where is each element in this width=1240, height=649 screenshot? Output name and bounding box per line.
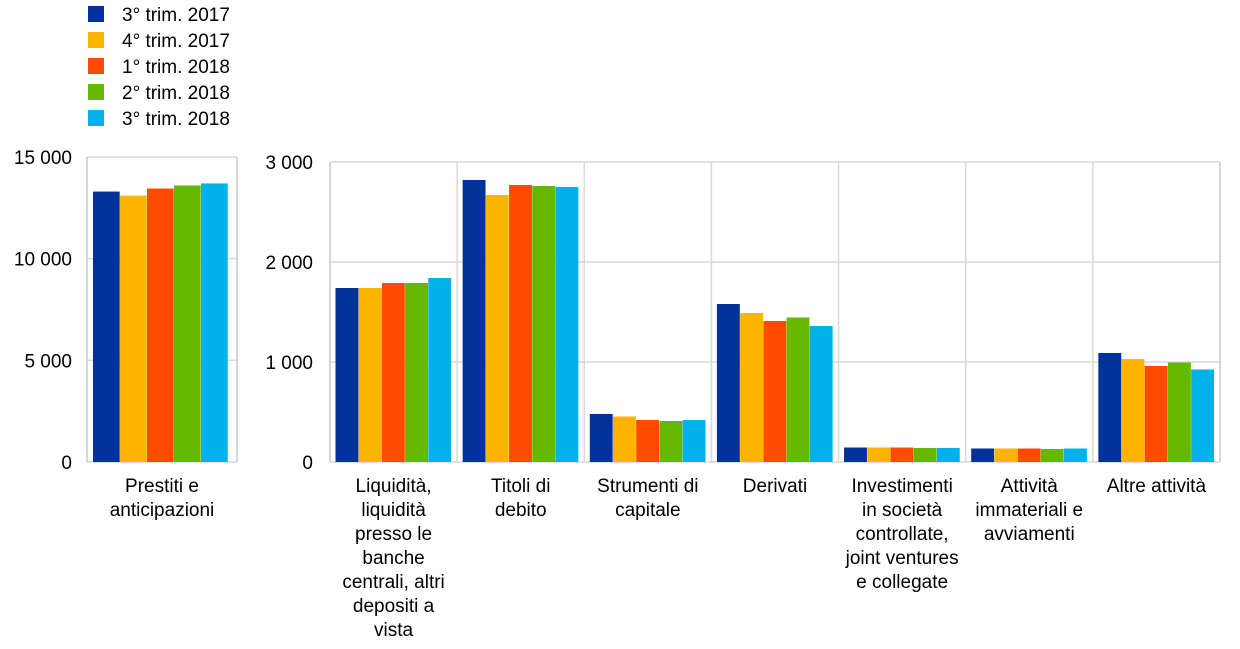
category-label-line: debito: [495, 500, 547, 521]
category-label: Attività immateriali e avviamenti: [975, 476, 1083, 545]
category-label-line: joint ventures: [845, 548, 959, 569]
bar: [462, 180, 486, 462]
bar: [1098, 353, 1122, 462]
y-tick-label: 15 000: [14, 148, 72, 169]
y-tick-label: 0: [61, 453, 72, 474]
y-tick-label: 10 000: [14, 250, 72, 271]
legend-item: 3° trim. 2018: [88, 109, 230, 130]
category-label-line: e collegate: [856, 572, 948, 593]
bar: [659, 421, 683, 462]
legend-label: 1° trim. 2018: [122, 57, 230, 78]
category-label-line: liquidità: [361, 500, 426, 521]
bar: [786, 317, 810, 462]
category-label-line: depositi a: [353, 596, 435, 617]
bar: [147, 188, 174, 462]
category-label-line: Liquidità,: [356, 476, 432, 497]
category-label-line: avviamenti: [984, 524, 1075, 545]
legend-item: 1° trim. 2018: [88, 57, 230, 78]
category-label-line: controllate,: [856, 524, 949, 545]
legend-label: 4° trim. 2017: [122, 31, 230, 52]
category-label-line: banche: [362, 548, 424, 569]
bar: [763, 321, 787, 462]
bar: [405, 283, 428, 462]
bar: [1017, 448, 1041, 462]
bar: [509, 185, 532, 462]
bar: [809, 326, 833, 462]
bar: [335, 288, 359, 462]
legend-swatch: [88, 84, 104, 100]
bar: [913, 448, 937, 462]
legend-item: 4° trim. 2017: [88, 31, 230, 52]
bar: [532, 186, 556, 462]
bar: [1167, 362, 1191, 462]
category-label-line: Derivati: [743, 476, 807, 497]
bar: [428, 278, 452, 462]
category-label-line: Titoli di: [491, 476, 550, 497]
category-label-line: centrali, altri: [342, 572, 444, 593]
y-tick-label: 2 000: [265, 253, 313, 274]
category-label-line: Attività: [1001, 476, 1058, 497]
bar: [1121, 359, 1145, 462]
bar: [589, 414, 613, 462]
y-tick-label: 5 000: [24, 351, 72, 372]
category-label: Strumenti di capitale: [597, 476, 698, 521]
bar: [867, 447, 891, 462]
bar: [120, 195, 147, 462]
bar: [994, 448, 1018, 462]
category-label-line: capitale: [615, 500, 681, 521]
bar: [716, 304, 740, 462]
legend: 3° trim. 2017 4° trim. 2017 1° trim. 2018 2…: [88, 5, 230, 130]
category-label-line: Altre attività: [1107, 476, 1207, 497]
legend-label: 3° trim. 2017: [122, 5, 230, 26]
bar: [485, 195, 509, 462]
bar: [682, 420, 706, 462]
bar: [1040, 449, 1064, 462]
bar: [636, 420, 660, 462]
bar: [201, 183, 228, 462]
y-tick-label: 1 000: [265, 353, 313, 374]
bar: [890, 447, 914, 462]
y-tick-label: 0: [302, 453, 313, 474]
bar: [1144, 366, 1168, 462]
bar: [844, 447, 867, 462]
category-label-line: immateriali e: [975, 500, 1083, 521]
category-label-line: Prestiti e: [125, 476, 199, 497]
category-label-line: presso le: [355, 524, 432, 545]
category-label-line: in società: [862, 500, 943, 521]
legend-swatch: [88, 6, 104, 22]
chart-panel-right: 0 1 000 2 000 3 000 Liquidità, liquidità press…: [265, 153, 1221, 641]
legend-label: 3° trim. 2018: [122, 109, 230, 130]
bar: [1064, 448, 1087, 462]
category-label: Investimenti in società controllate, joint …: [845, 476, 959, 593]
category-label: Titoli di debito: [491, 476, 550, 521]
bar: [174, 185, 201, 462]
category-label: Liquidità, liquidità presso le banche centra…: [342, 476, 444, 641]
y-tick-label: 3 000: [265, 153, 313, 174]
legend-item: 2° trim. 2018: [88, 83, 230, 104]
bar: [1191, 369, 1215, 462]
bar: [936, 448, 960, 462]
category-label-line: Strumenti di: [597, 476, 698, 497]
category-label: Derivati: [743, 476, 807, 497]
chart-panel-left: 0 5 000 10 000 15 000 Prestiti e anticipazion…: [14, 148, 238, 521]
category-label-line: Investimenti: [851, 476, 952, 497]
bar: [93, 191, 120, 463]
bar: [971, 448, 995, 462]
category-label-line: anticipazioni: [110, 500, 215, 521]
legend-swatch: [88, 110, 104, 126]
legend-label: 2° trim. 2018: [122, 83, 230, 104]
bar: [612, 416, 636, 462]
bar: [381, 283, 405, 462]
category-label-line: vista: [374, 620, 414, 641]
category-label: Prestiti e anticipazioni: [110, 476, 215, 521]
bar: [358, 288, 382, 462]
category-label: Altre attività: [1107, 476, 1207, 497]
legend-swatch: [88, 32, 104, 48]
bar: [555, 187, 579, 462]
legend-item: 3° trim. 2017: [88, 5, 230, 26]
legend-swatch: [88, 58, 104, 74]
bar: [740, 313, 764, 462]
